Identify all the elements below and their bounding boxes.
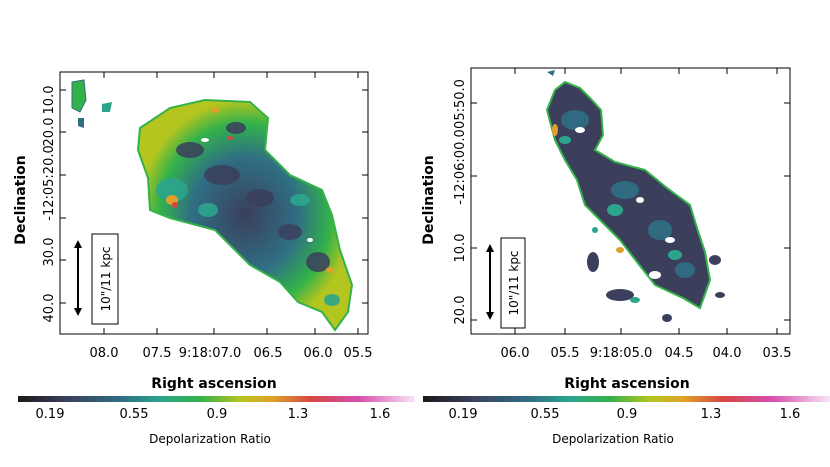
left-colorbar [18, 396, 415, 402]
left-panel: 10.0 20.0 -12:05:20.0 30.0 40.0 08.0 07.… [13, 71, 415, 446]
right-y-tick-label-0: 20.0 [453, 296, 468, 325]
right-x-tick-label-5: 03.5 [763, 346, 792, 361]
right-cbar-tick-2: 0.9 [617, 407, 638, 422]
right-colorbar-title: Depolarization Ratio [552, 432, 674, 446]
left-scale-label: 10"/11 kpc [99, 246, 113, 311]
right-y-axis-title: Declination [421, 155, 437, 245]
left-y-tick-marks [60, 89, 368, 304]
left-x-axis-title: Right ascension [151, 376, 276, 392]
left-y-tick-label-2: -12:05:20.0 [42, 145, 57, 220]
left-y-tick-label-0: 10.0 [42, 86, 57, 115]
left-x-tick-label-5: 05.5 [344, 346, 373, 361]
right-x-tick-label-4: 04.0 [713, 346, 742, 361]
right-x-tick-label-1: 05.5 [551, 346, 580, 361]
left-cbar-tick-2: 0.9 [207, 407, 228, 422]
left-x-tick-label-4: 06.0 [304, 346, 333, 361]
left-y-tick-label-1: 20.0 [42, 118, 57, 147]
right-cbar-tick-4: 1.6 [780, 407, 801, 422]
left-cbar-tick-3: 1.3 [288, 407, 309, 422]
right-scale-bar: 10"/11 kpc [486, 237, 526, 329]
left-x-tick-label-3: 06.5 [254, 346, 283, 361]
right-panel: 20.0 10.0 -12:06:00.0 05:50.0 06.0 05.5 … [415, 0, 830, 467]
left-scale-bar: 10"/11 kpc [74, 233, 119, 325]
right-y-tick-label-1: 10.0 [453, 234, 468, 263]
left-figure: 10.0 20.0 -12:05:20.0 30.0 40.0 08.0 07.… [13, 71, 415, 446]
right-y-tick-label-3: 05:50.0 [453, 79, 468, 129]
left-y-tick-label-4: 40.0 [42, 294, 57, 323]
left-scale-label-box [91, 233, 119, 325]
left-cbar-tick-1: 0.55 [120, 407, 149, 422]
right-scale-label: 10"/11 kpc [507, 250, 521, 315]
left-x-tick-label-2: 9:18:07.0 [179, 346, 242, 361]
left-x-tick-label-0: 08.0 [90, 346, 119, 361]
right-map-image [545, 70, 725, 322]
right-y-tick-marks [471, 102, 790, 321]
right-cbar-tick-1: 0.55 [531, 407, 560, 422]
left-cbar-tick-0: 0.19 [36, 407, 65, 422]
left-x-tick-label-1: 07.5 [143, 346, 172, 361]
left-y-tick-label-3: 30.0 [42, 238, 57, 267]
right-x-tick-marks [514, 68, 778, 334]
right-y-tick-label-2: -12:06:00.0 [453, 129, 468, 204]
left-colorbar-title: Depolarization Ratio [149, 432, 271, 446]
right-colorbar [423, 396, 830, 402]
right-x-axis-title: Right ascension [564, 376, 689, 392]
right-x-tick-label-3: 04.5 [665, 346, 694, 361]
left-cbar-tick-4: 1.6 [370, 407, 391, 422]
right-cbar-tick-3: 1.3 [701, 407, 722, 422]
left-map-image [71, 79, 354, 332]
right-figure: 20.0 10.0 -12:06:00.0 05:50.0 06.0 05.5 … [421, 67, 830, 446]
left-x-tick-marks [103, 72, 359, 334]
right-cbar-tick-0: 0.19 [449, 407, 478, 422]
right-scale-label-box [500, 237, 526, 329]
right-x-tick-label-0: 06.0 [501, 346, 530, 361]
right-x-tick-label-2: 9:18:05.0 [590, 346, 653, 361]
left-y-axis-title: Declination [13, 155, 29, 245]
